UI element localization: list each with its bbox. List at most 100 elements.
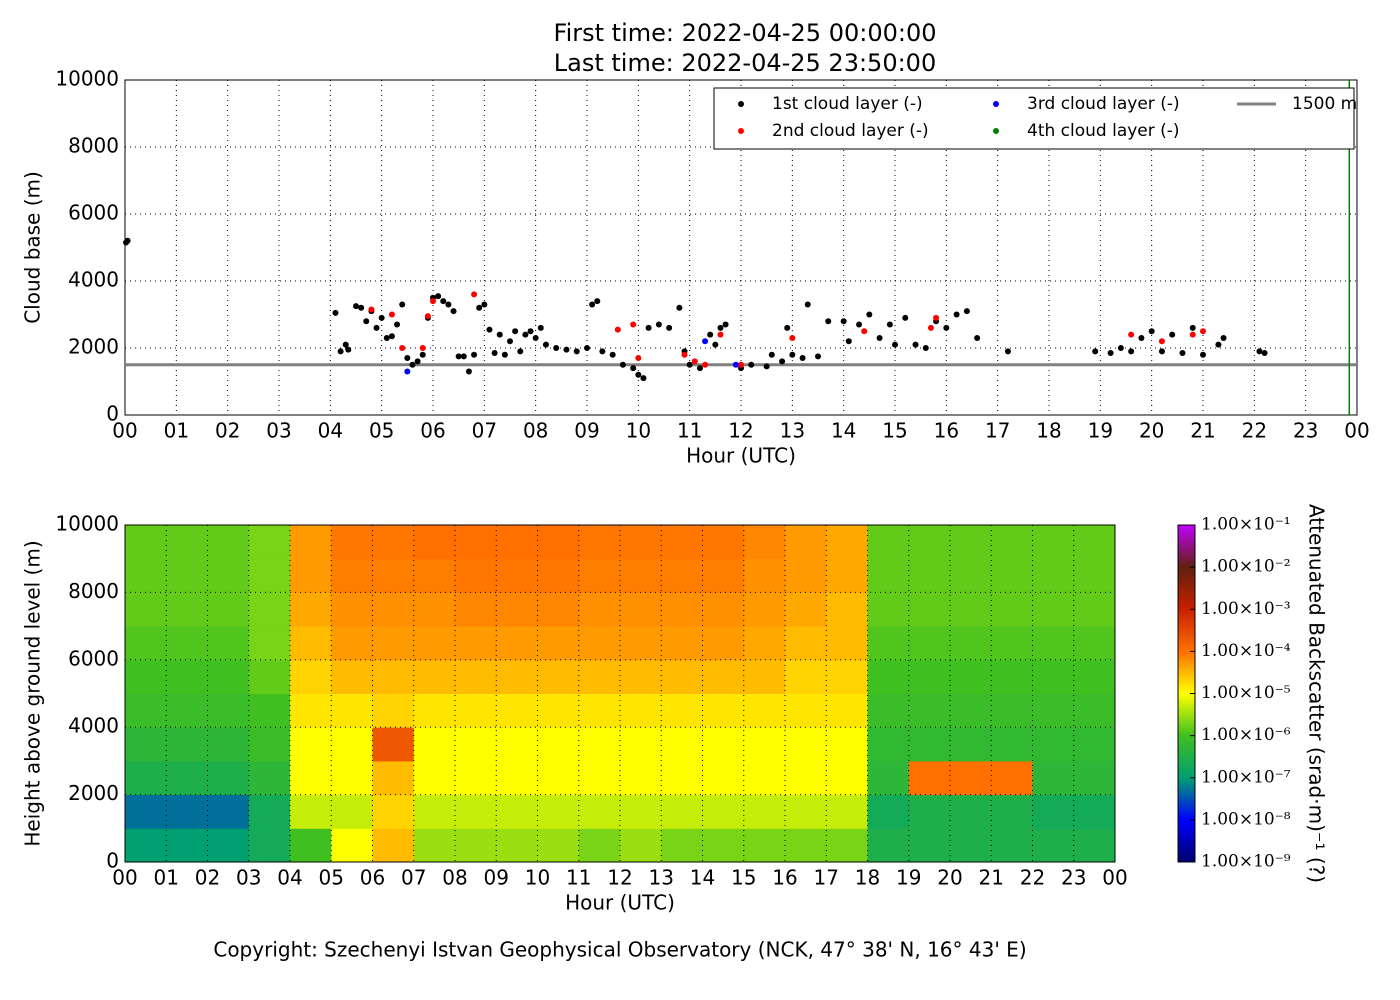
data-point (1158, 338, 1165, 345)
heatmap-cell (661, 626, 703, 661)
heatmap-cell (661, 693, 703, 728)
heatmap-cell (620, 794, 662, 829)
data-point (876, 334, 883, 341)
heatmap-cell (537, 828, 580, 863)
data-point (368, 306, 375, 313)
heatmap-cell (950, 693, 992, 728)
heatmap-cell (702, 760, 745, 796)
data-point (345, 346, 352, 353)
heatmap-cell (496, 828, 538, 863)
heatmap-cell (166, 659, 208, 694)
heatmap-cell (125, 794, 167, 829)
legend-label: 2nd cloud layer (-) (772, 121, 929, 141)
data-point (542, 341, 549, 348)
x-tick-label: 11 (677, 419, 702, 443)
x-tick-label: 02 (215, 419, 240, 443)
heatmap-cell (991, 659, 1033, 694)
data-point (748, 361, 755, 368)
heatmap-cell (908, 760, 951, 796)
heatmap-cell (455, 558, 497, 593)
heatmap-cell (826, 592, 868, 627)
heatmap-cell (125, 525, 167, 560)
heatmap-cell (826, 558, 868, 593)
data-point (522, 331, 529, 338)
data-point (866, 311, 873, 318)
y-tick-label: 10000 (55, 67, 119, 91)
heatmap-cell (991, 828, 1033, 863)
data-point (460, 353, 467, 360)
heatmap-cell (661, 760, 703, 796)
heatmap-cell (496, 794, 538, 829)
data-point (922, 345, 929, 351)
x-tick-label: 05 (319, 866, 344, 890)
heatmap-cell (661, 828, 703, 863)
heatmap-cell (1032, 626, 1075, 661)
colorbar-tick-label: 1.00×10⁻³ (1201, 599, 1291, 619)
data-point (491, 350, 498, 357)
heatmap-cell (125, 626, 167, 661)
data-point (1128, 331, 1135, 338)
x-tick-label: 16 (772, 866, 797, 890)
chart-title: First time: 2022-04-25 00:00:00 (554, 19, 937, 47)
heatmap-cell (743, 828, 786, 863)
data-point (378, 314, 385, 321)
data-point (804, 301, 811, 308)
heatmap-cell (248, 592, 291, 627)
data-point (358, 304, 365, 311)
data-point (414, 358, 421, 365)
colorbar-tick-label: 1.00×10⁻² (1201, 557, 1291, 577)
data-point (789, 351, 796, 358)
heatmap-cell (1073, 525, 1116, 560)
heatmap-cell (950, 558, 992, 593)
heatmap-cell (702, 693, 745, 728)
heatmap-cell (207, 659, 250, 694)
heatmap-cell (785, 760, 827, 796)
heatmap-cell (207, 828, 250, 863)
heatmap-cell (290, 828, 332, 863)
heatmap-cell (372, 525, 415, 560)
data-point (353, 303, 359, 310)
x-tick-label: 14 (690, 866, 715, 890)
data-point (1117, 345, 1124, 351)
heatmap-cell (785, 794, 827, 829)
data-point (1148, 328, 1155, 335)
heatmap-cell (207, 727, 250, 762)
heatmap-cell (125, 659, 167, 694)
heatmap-cell (413, 659, 456, 694)
heatmap-cell (496, 693, 538, 728)
heatmap-cell (331, 558, 373, 593)
heatmap-cell (496, 760, 538, 796)
heatmap-cell (578, 727, 621, 762)
legend-marker (738, 101, 744, 107)
x-tick-label: 23 (1293, 419, 1318, 443)
heatmap-cell (950, 794, 992, 829)
heatmap-cell (331, 693, 373, 728)
y-axis-label: Cloud base (m) (21, 171, 45, 324)
heatmap-cell (496, 525, 538, 560)
heatmap-cell (207, 693, 250, 728)
x-tick-label: 12 (728, 419, 753, 443)
data-point (609, 351, 616, 358)
heatmap-cell (991, 592, 1033, 627)
data-point (599, 348, 606, 355)
data-point (784, 324, 791, 331)
heatmap-cell (1032, 794, 1075, 829)
heatmap-cell (248, 828, 291, 863)
heatmap-cell (1073, 659, 1116, 694)
data-point (419, 351, 426, 358)
data-point (363, 318, 370, 325)
data-point (845, 338, 852, 345)
heatmap-cell (578, 760, 621, 796)
heatmap-cell (908, 558, 951, 593)
heatmap-cell (578, 626, 621, 661)
heatmap-cell (743, 727, 786, 762)
data-point (337, 348, 344, 355)
x-tick-label: 15 (882, 419, 907, 443)
y-tick-label: 0 (106, 402, 119, 426)
data-point (440, 298, 447, 305)
heatmap-cell (1073, 760, 1116, 796)
heatmap-cell (455, 693, 497, 728)
heatmap-cell (537, 727, 580, 762)
colorbar-tick-label: 1.00×10⁻⁶ (1201, 725, 1291, 745)
